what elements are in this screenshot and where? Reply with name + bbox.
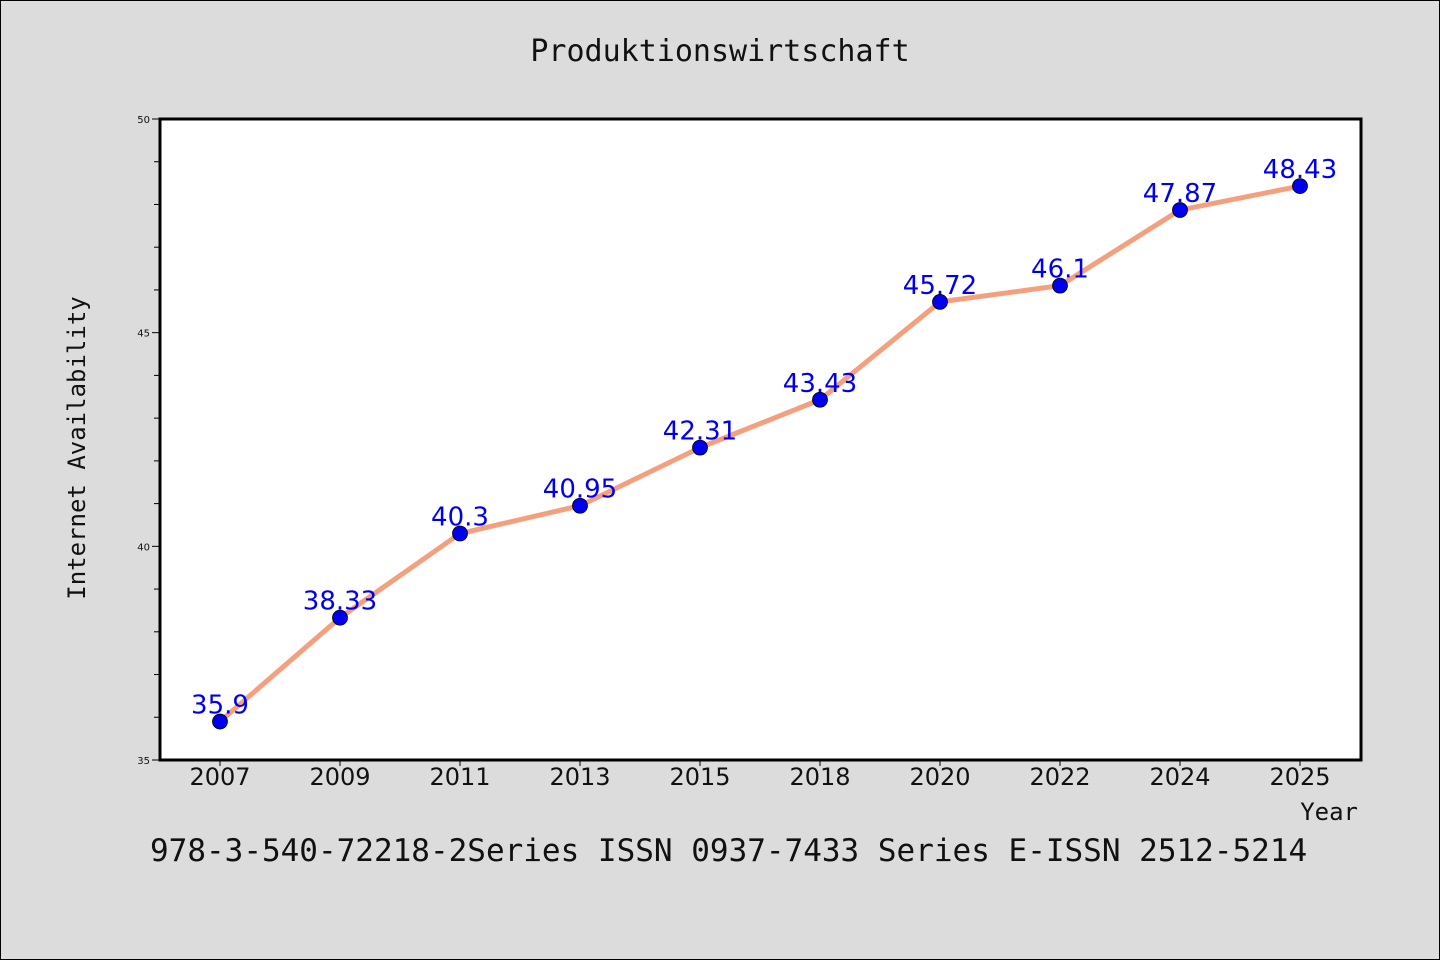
data-label: 46.1 xyxy=(1031,255,1089,285)
y-tick-label: 50 xyxy=(137,115,150,126)
x-tick-label: 2007 xyxy=(189,763,250,791)
data-point xyxy=(812,391,828,408)
x-axis-ticks: 2007 2009 2011 2013 2015 2018 2020 2022 2024 2025 xyxy=(189,760,1331,791)
data-point xyxy=(452,525,468,542)
series-line xyxy=(217,183,1303,725)
data-label: 35.9 xyxy=(191,691,249,721)
footer-isbn: 978-3-540-72218-2Series ISSN 0937-7433 S… xyxy=(150,833,1308,869)
y-axis-ticks: 35 40 45 50 xyxy=(137,115,160,767)
data-point xyxy=(1172,202,1188,218)
x-tick-label: 2025 xyxy=(1269,763,1330,791)
data-label: 43.43 xyxy=(783,369,857,399)
y-tick-label: 40 xyxy=(137,542,150,553)
y-axis-label: Internet Availability xyxy=(63,296,91,599)
data-point xyxy=(1052,277,1068,294)
data-point xyxy=(1292,178,1308,194)
data-point xyxy=(692,439,708,456)
x-tick-label: 2018 xyxy=(789,763,850,791)
data-label: 40.95 xyxy=(543,475,617,505)
chart-title: Produktionswirtschaft xyxy=(530,34,910,69)
data-label: 42.31 xyxy=(663,417,737,447)
x-tick-label: 2024 xyxy=(1149,763,1210,791)
series-group: 35.9 38.33 40.3 40.95 42.31 43.43 45.72 46.1 47.… xyxy=(191,155,1337,730)
x-tick-label: 2011 xyxy=(429,763,490,791)
data-point xyxy=(572,497,588,514)
data-label: 40.3 xyxy=(431,503,489,533)
x-axis-label: Year xyxy=(1300,798,1358,826)
data-label: 48.43 xyxy=(1263,155,1337,185)
x-tick-label: 2020 xyxy=(909,763,970,791)
x-tick-label: 2013 xyxy=(549,763,610,791)
y-tick-label: 35 xyxy=(137,756,150,767)
data-point xyxy=(212,713,228,730)
data-label: 45.72 xyxy=(903,271,977,301)
x-tick-label: 2015 xyxy=(669,763,730,791)
data-point xyxy=(932,293,948,310)
data-point xyxy=(332,609,348,626)
data-label: 38.33 xyxy=(303,587,377,617)
y-tick-label: 45 xyxy=(137,329,150,340)
plot-area xyxy=(158,117,1363,762)
x-tick-label: 2022 xyxy=(1029,763,1090,791)
data-label: 47.87 xyxy=(1143,179,1217,209)
x-tick-label: 2009 xyxy=(309,763,370,791)
